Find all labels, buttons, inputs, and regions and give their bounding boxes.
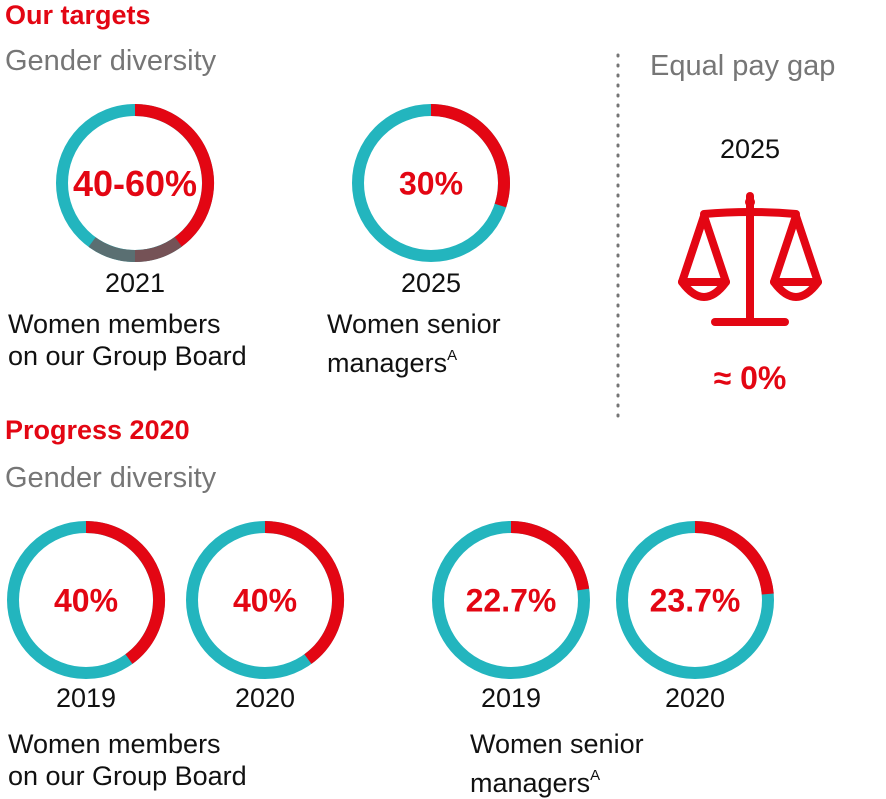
target-board-caption-line2: on our Group Board [8,341,247,371]
target-managers-caption: Women senior managersA [327,308,501,379]
target-managers-caption-line1: Women senior [327,309,501,339]
target-managers-caption-line2: managers [327,348,448,378]
equal-pay-year: 2025 [719,134,781,164]
donut-value-label: 22.7% [466,583,557,619]
progress-board-caption: Women members on our Group Board [8,728,247,792]
donut-chart-0: 40-60% [56,104,214,262]
target-board-caption: Women members on our Group Board [8,308,247,372]
progress-managers-caption-line2: managers [470,768,591,798]
progress-subheading: Gender diversity [5,462,217,494]
donut-chart-5: 23.7% [616,521,774,679]
progress-heading: Progress 2020 [5,415,190,445]
progress-board-caption-line1: Women members [8,729,221,759]
equal-pay-heading: Equal pay gap [650,50,836,82]
donut-slice-value [264,521,344,664]
target-board-year: 2021 [104,268,166,298]
donut-chart-4: 22.7% [432,521,590,679]
donut-slice-min [134,104,214,247]
scales-icon [678,192,822,326]
donut-value-label: 30% [399,166,463,202]
footnote-marker: A [447,347,458,364]
target-board-caption-line1: Women members [8,309,221,339]
donut-charts: 40-60% 30% 40% 40% 22.7% 23.7% [7,104,774,679]
donut-chart-3: 40% [186,521,344,679]
progress-board-caption-line2: on our Group Board [8,761,247,791]
donut-slice-value [694,521,774,595]
donut-slice-range-shade [134,236,182,262]
progress-managers-2019-year: 2019 [480,683,542,713]
donut-slice-value [510,521,590,591]
targets-heading: Our targets [5,0,151,30]
progress-managers-caption-line1: Women senior [470,729,644,759]
donut-value-label: 40-60% [73,163,197,204]
progress-managers-2020-year: 2020 [664,683,726,713]
donut-chart-1: 30% [352,104,510,262]
equal-pay-value: ≈ 0% [713,360,787,396]
target-managers-year: 2025 [400,268,462,298]
donut-value-label: 40% [54,583,118,619]
progress-board-2019-year: 2019 [55,683,117,713]
targets-subheading: Gender diversity [5,45,217,77]
progress-managers-caption: Women senior managersA [470,728,644,799]
donut-chart-2: 40% [7,521,165,679]
donut-slice-value [430,104,510,208]
donut-value-label: 23.7% [650,583,741,619]
donut-slice-value [85,521,165,664]
footnote-marker: A [590,767,601,784]
donut-value-label: 40% [233,583,297,619]
progress-board-2020-year: 2020 [234,683,296,713]
